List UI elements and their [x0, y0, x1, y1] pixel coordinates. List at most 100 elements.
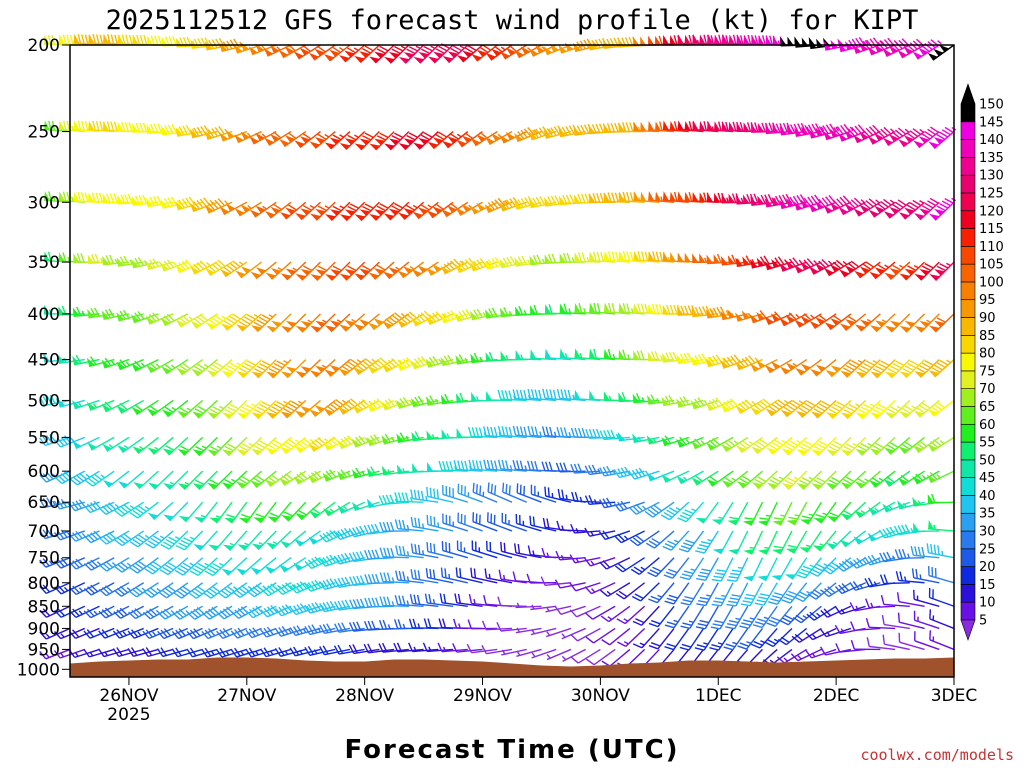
barb-flag [281, 514, 293, 522]
barb-half [302, 628, 307, 633]
barb-staff [412, 602, 439, 607]
barb-half [764, 546, 770, 549]
barb-half [402, 623, 406, 629]
barb-full [167, 124, 174, 134]
barb-full [143, 591, 153, 598]
barb-full [866, 637, 870, 647]
barb-full [332, 401, 341, 408]
barb-half [364, 437, 369, 443]
barb-half [60, 633, 65, 638]
wind-barb [72, 306, 100, 318]
barb-flag [102, 121, 109, 131]
barb-full [135, 507, 144, 515]
barb-full [406, 134, 416, 141]
barb-flag [204, 204, 214, 214]
barb-full [644, 303, 649, 314]
barb-flag [441, 429, 448, 439]
barb-full [175, 629, 183, 638]
barb-half [210, 650, 215, 656]
barb-full [319, 580, 326, 590]
barb-full [483, 594, 487, 605]
wind-barb [266, 313, 292, 333]
barb-flag [373, 267, 385, 275]
barb-full [333, 555, 341, 565]
barb-flag [442, 55, 454, 63]
barb-staff [338, 648, 365, 655]
barb-flag [102, 193, 109, 203]
barb-staff [195, 313, 218, 329]
barb-staff [441, 648, 468, 653]
barb-staff [73, 358, 100, 366]
barb-full [156, 648, 164, 657]
barb-full [193, 201, 201, 210]
barb-flag [530, 349, 537, 359]
barb-flag [868, 209, 879, 218]
wind-barb [354, 201, 380, 222]
barb-half [55, 398, 60, 404]
barb-full [399, 432, 406, 442]
barb-full [105, 585, 114, 593]
barb-full [394, 202, 404, 209]
barb-half [339, 205, 345, 209]
barb-staff [441, 602, 468, 607]
barb-flag [655, 191, 662, 202]
barb-flag [132, 123, 139, 133]
barb-half [623, 535, 629, 540]
barb-full [436, 489, 439, 499]
barb-full [39, 585, 47, 594]
barb-flag [764, 364, 775, 373]
barb-full [697, 623, 708, 627]
barb-full [113, 121, 118, 132]
barb-flag [87, 308, 95, 318]
wind-barb [322, 469, 351, 482]
barb-flag [520, 46, 531, 55]
barb-flag [71, 400, 81, 409]
barb-full [663, 574, 674, 579]
wind-barb [162, 436, 189, 456]
barb-full [229, 262, 238, 270]
barb-full [93, 473, 103, 481]
barb-flag [300, 366, 312, 373]
barb-half [129, 259, 133, 265]
barb-full [387, 398, 396, 407]
wind-barb [192, 436, 218, 457]
barb-full [423, 132, 433, 138]
barb-full [540, 576, 546, 586]
barb-flag [279, 446, 291, 454]
barb-full [828, 445, 838, 452]
barb-flag [315, 208, 326, 216]
barb-full [107, 34, 111, 44]
barb-staff [486, 549, 513, 559]
barb-full [402, 546, 406, 556]
barb-full [344, 599, 351, 609]
wind-barb [207, 470, 233, 490]
barb-half [794, 514, 800, 517]
barb-full [534, 426, 539, 437]
barb-full [401, 492, 406, 502]
barb-full [163, 198, 170, 207]
barb-full [340, 438, 349, 447]
barb-full [759, 517, 770, 521]
barb-flag [816, 38, 824, 48]
barb-full [78, 472, 87, 480]
barb-staff [119, 358, 144, 371]
barb-flag [285, 135, 296, 143]
wind-barb [236, 470, 262, 489]
barb-full [410, 489, 414, 499]
barb-half [700, 440, 705, 445]
barb-full [355, 526, 362, 536]
barb-half [733, 440, 739, 445]
barb-flag [73, 33, 80, 44]
barb-flag [874, 132, 884, 141]
barb-full [600, 252, 605, 262]
barb-half [125, 361, 130, 366]
barb-full [332, 265, 342, 272]
barb-full [114, 34, 118, 45]
barb-half [623, 641, 629, 645]
barb-full [367, 597, 373, 608]
barb-flag [44, 251, 51, 261]
barb-half [324, 133, 330, 138]
barb-full [635, 618, 645, 624]
barb-half [238, 261, 244, 266]
wind-barb [806, 605, 837, 621]
